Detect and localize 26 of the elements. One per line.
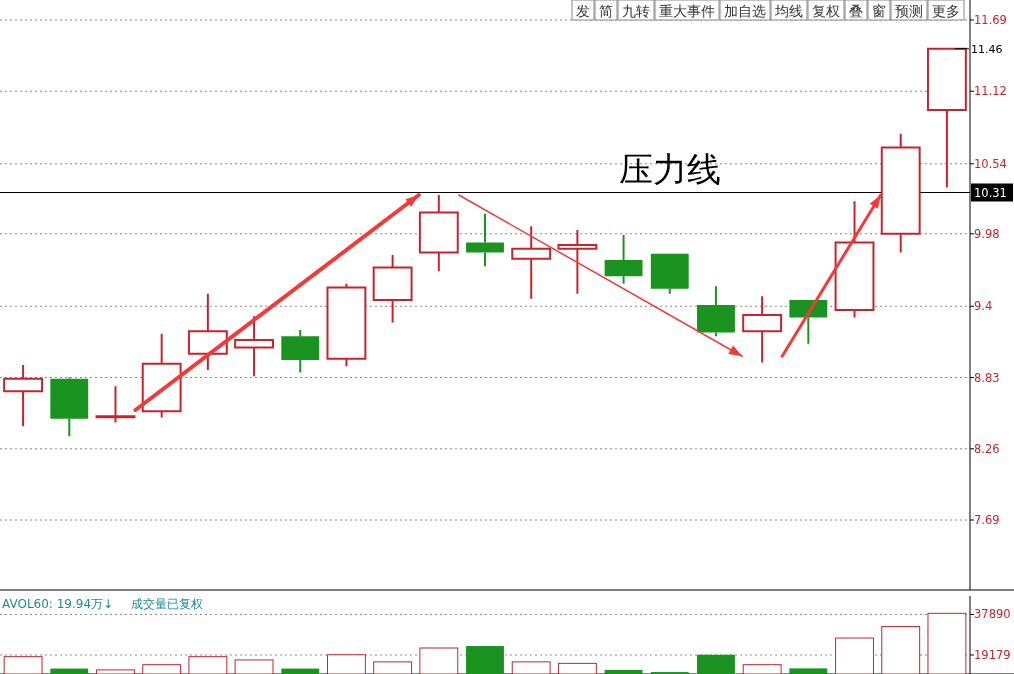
y-tick-label: 8.83 — [974, 370, 1000, 385]
annotation: 更多 — [932, 3, 960, 19]
annotation: 加自选 — [724, 3, 766, 19]
annotation: 窗 — [872, 3, 886, 19]
annotation: 重大事件 — [659, 3, 715, 19]
ref-line-label: 10.31 — [974, 185, 1007, 200]
text: 11.46 — [970, 42, 1003, 56]
y-tick-label: 19179 — [974, 647, 1011, 662]
y-tick-label: 11.69 — [974, 13, 1007, 27]
annotation: 均线 — [774, 3, 803, 19]
annotation: 成交量已复权 — [131, 597, 204, 611]
y-tick-label: 37890 — [974, 607, 1011, 622]
annotation: 复权 — [812, 3, 840, 19]
y-tick-label: 11.12 — [974, 84, 1007, 99]
annotation: 简 — [599, 3, 613, 19]
annotation: 压力线 — [618, 148, 721, 189]
annotation: 九转 — [622, 3, 650, 19]
annotation: 叠 — [849, 3, 863, 19]
annotation: 预测 — [895, 3, 923, 19]
annotation: 发 — [576, 3, 590, 19]
y-tick-label: 7.69 — [974, 513, 1000, 527]
y-tick-label: 9.4 — [974, 299, 993, 314]
y-tick-label: 9.98 — [974, 226, 1000, 241]
y-tick-label: 8.26 — [974, 441, 1000, 456]
y-tick-label: 10.54 — [974, 156, 1007, 171]
annotation: AVOL60: 19.94万↓ — [2, 597, 114, 611]
